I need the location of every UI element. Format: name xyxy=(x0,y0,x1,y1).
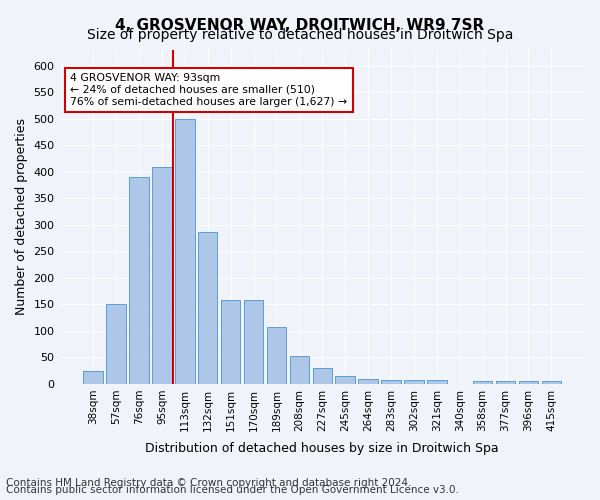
Bar xyxy=(175,119,194,384)
Bar xyxy=(290,356,309,384)
Bar xyxy=(198,232,217,384)
Bar xyxy=(152,166,172,384)
Bar xyxy=(83,370,103,384)
Bar xyxy=(381,380,401,384)
X-axis label: Distribution of detached houses by size in Droitwich Spa: Distribution of detached houses by size … xyxy=(145,442,499,455)
Text: 4 GROSVENOR WAY: 93sqm
← 24% of detached houses are smaller (510)
76% of semi-de: 4 GROSVENOR WAY: 93sqm ← 24% of detached… xyxy=(70,74,347,106)
Bar xyxy=(427,380,446,384)
Text: Contains HM Land Registry data © Crown copyright and database right 2024.: Contains HM Land Registry data © Crown c… xyxy=(6,478,412,488)
Bar xyxy=(106,304,126,384)
Bar xyxy=(313,368,332,384)
Text: 4, GROSVENOR WAY, DROITWICH, WR9 7SR: 4, GROSVENOR WAY, DROITWICH, WR9 7SR xyxy=(115,18,485,32)
Bar xyxy=(358,378,378,384)
Bar xyxy=(221,300,241,384)
Bar xyxy=(335,376,355,384)
Bar xyxy=(542,382,561,384)
Bar xyxy=(404,380,424,384)
Text: Size of property relative to detached houses in Droitwich Spa: Size of property relative to detached ho… xyxy=(87,28,513,42)
Bar xyxy=(473,382,493,384)
Y-axis label: Number of detached properties: Number of detached properties xyxy=(15,118,28,316)
Bar xyxy=(244,300,263,384)
Bar xyxy=(267,327,286,384)
Bar xyxy=(496,382,515,384)
Bar xyxy=(519,382,538,384)
Text: Contains public sector information licensed under the Open Government Licence v3: Contains public sector information licen… xyxy=(6,485,459,495)
Bar xyxy=(129,177,149,384)
